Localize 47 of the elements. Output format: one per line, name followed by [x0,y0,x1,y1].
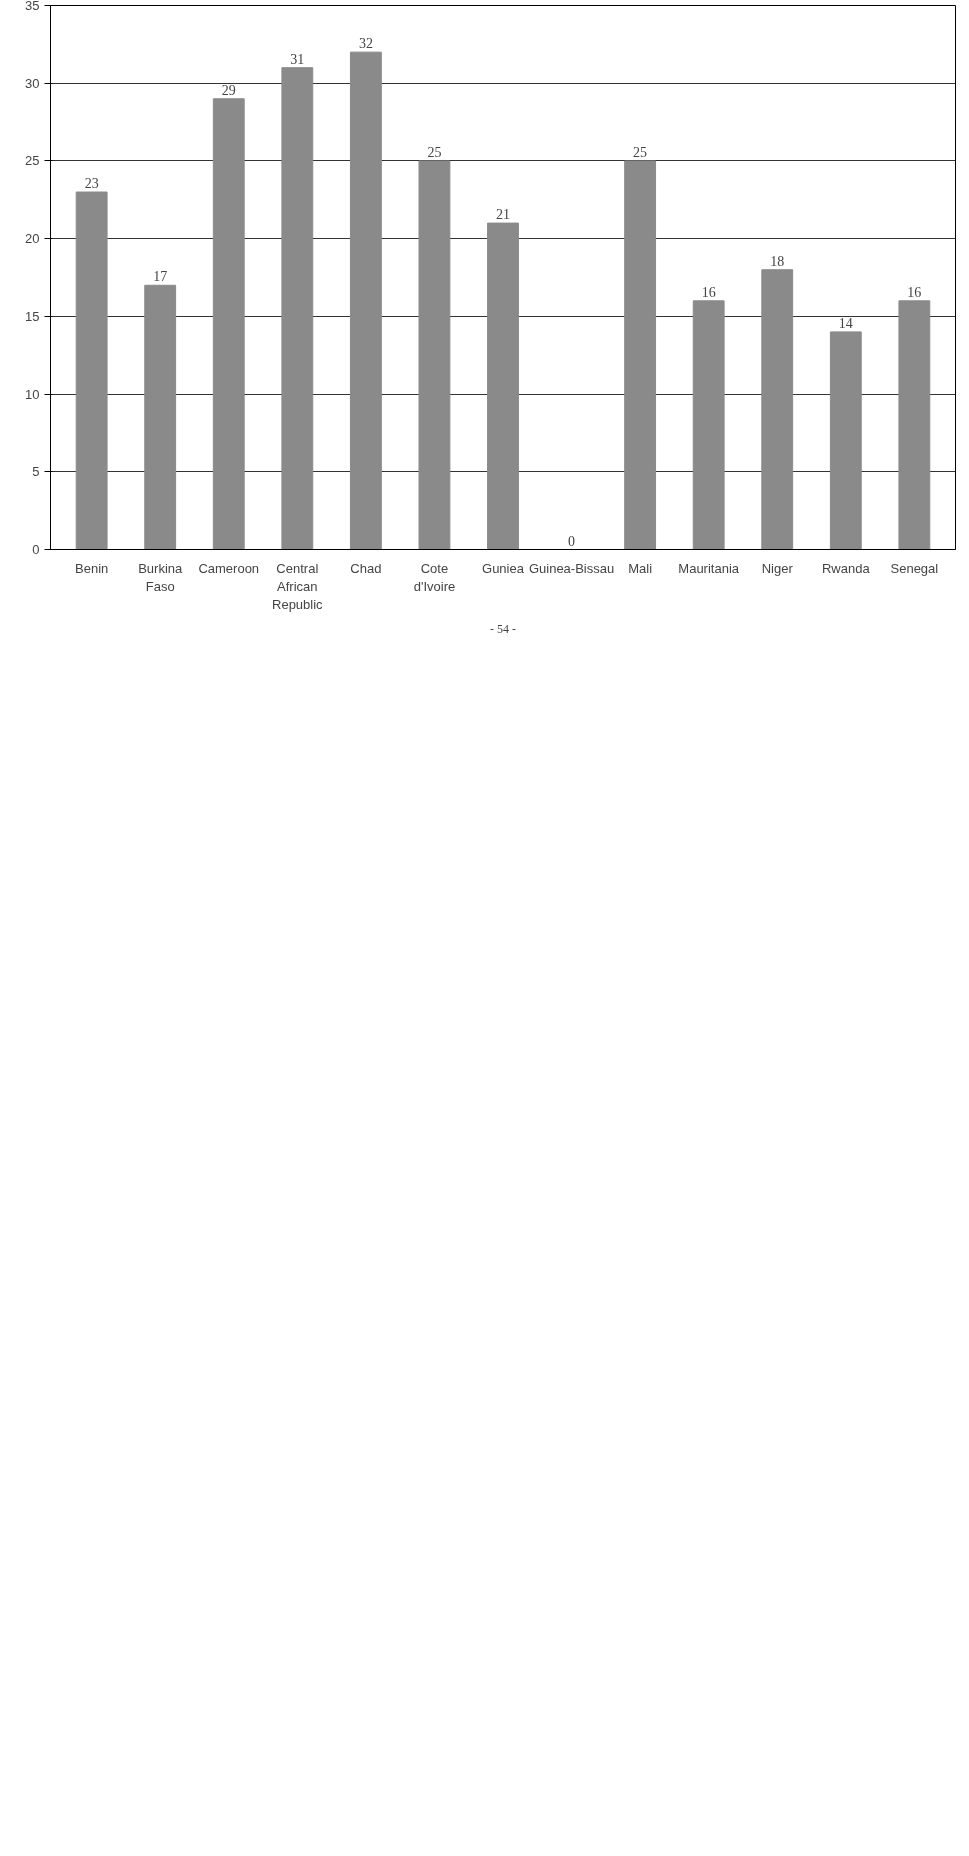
bar [898,300,931,550]
data-label: 17 [153,269,168,285]
x-tick-label: Cameroon [198,560,260,576]
bar [281,67,314,550]
x-tick-label: Guinea-Bissau [528,560,615,576]
data-label: 23 [84,176,99,192]
y-tick-label: 5 [32,464,40,480]
data-label: 16 [907,284,922,300]
x-tick-label: Benin [75,560,109,576]
bar [212,98,245,550]
x-tick-label: Guniea [482,560,525,576]
x-tick-label: Chad [350,560,382,576]
x-tick-label: Niger [761,560,794,576]
x-tick-label: Rwanda [821,560,871,576]
y-tick-label: 0 [32,542,40,557]
bar [487,222,519,550]
x-tick-label: Central African Republic [272,560,324,612]
bar [761,269,794,550]
x-tick-label: Burkina Faso [138,560,184,594]
bar [144,284,177,550]
data-label: 25 [427,144,442,160]
data-label: 29 [221,82,236,98]
x-tick-label: Mauritania [678,560,740,576]
data-label: 18 [770,253,785,269]
x-tick-label: Senegal [890,560,939,576]
data-label: 0 [568,533,576,549]
bar [624,160,657,550]
data-label: 16 [701,284,716,300]
bar [829,331,862,550]
y-tick-label: 15 [25,308,40,324]
y-tick-label: 25 [25,153,40,169]
bar [692,300,725,550]
y-tick-label: 30 [25,75,40,91]
bar [418,160,451,550]
bar [75,191,108,550]
y-tick-label: 20 [25,231,40,247]
y-tick-label: 10 [25,386,40,402]
y-tick-label: 35 [25,0,40,13]
text: - 54 - [490,621,516,636]
x-tick-label: Cote d'Ivoire [413,560,456,594]
data-label: 32 [358,36,373,52]
data-label: 31 [290,51,305,67]
data-label: 25 [633,144,648,160]
x-tick-label: Mali [628,560,653,576]
bar [349,51,382,550]
data-label: 21 [496,207,510,223]
data-label: 14 [838,315,853,331]
